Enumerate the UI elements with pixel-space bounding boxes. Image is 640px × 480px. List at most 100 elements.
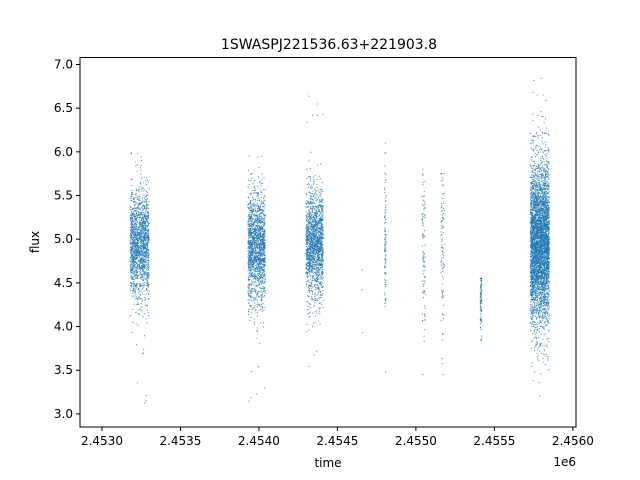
data-point <box>256 260 258 262</box>
data-point <box>148 242 150 244</box>
data-point <box>264 279 266 281</box>
data-point <box>137 240 139 242</box>
data-point <box>132 231 134 234</box>
data-point <box>316 236 319 238</box>
data-point <box>249 215 251 217</box>
data-point <box>256 261 259 263</box>
data-point <box>261 296 263 299</box>
data-point <box>316 272 318 274</box>
data-point <box>135 288 137 290</box>
data-point <box>148 276 150 278</box>
data-point <box>140 223 143 225</box>
data-point <box>305 203 308 205</box>
data-point <box>249 265 251 267</box>
data-point <box>248 285 251 287</box>
data-point <box>308 203 310 205</box>
data-point <box>133 215 135 217</box>
data-point <box>311 239 313 242</box>
data-point <box>311 205 313 207</box>
data-point <box>321 198 323 200</box>
data-point <box>307 176 310 178</box>
data-point <box>312 219 314 221</box>
data-point <box>262 287 264 290</box>
data-point <box>305 253 307 255</box>
data-point <box>308 292 310 294</box>
data-point <box>247 253 249 255</box>
data-point <box>255 217 257 219</box>
data-point <box>255 234 257 236</box>
data-point <box>142 264 144 266</box>
data-point <box>310 307 312 309</box>
data-point <box>130 213 132 215</box>
data-point <box>257 265 259 267</box>
data-point <box>313 228 315 230</box>
data-point <box>258 296 260 299</box>
data-point <box>248 286 251 288</box>
data-point <box>248 239 250 241</box>
data-point <box>261 235 263 237</box>
data-point <box>310 289 312 292</box>
data-point <box>250 220 252 222</box>
data-point <box>147 273 149 276</box>
data-point <box>262 201 264 203</box>
data-point <box>258 268 261 270</box>
data-point <box>140 290 142 292</box>
data-point <box>132 290 134 293</box>
data-point <box>312 253 314 255</box>
data-point <box>319 313 321 315</box>
data-point <box>144 234 146 236</box>
data-point <box>130 261 132 263</box>
data-point <box>130 195 132 197</box>
data-point <box>254 296 256 298</box>
data-point <box>319 302 321 304</box>
data-point <box>308 285 310 288</box>
data-point <box>255 211 257 213</box>
data-point <box>139 202 141 204</box>
data-point <box>313 232 315 235</box>
data-point <box>249 319 251 322</box>
data-point <box>144 265 146 268</box>
data-point <box>263 207 266 209</box>
data-point <box>134 273 136 276</box>
data-point <box>132 260 134 262</box>
data-point <box>316 310 318 312</box>
data-point <box>310 287 312 289</box>
data-point <box>144 231 147 233</box>
data-point <box>130 209 132 211</box>
data-point <box>141 228 143 230</box>
data-point <box>263 213 265 216</box>
data-point <box>314 245 316 247</box>
data-point <box>260 196 262 199</box>
data-point <box>263 263 265 265</box>
data-point <box>307 223 309 225</box>
data-point <box>250 275 253 277</box>
data-point <box>144 246 146 248</box>
data-point <box>133 213 135 215</box>
data-point <box>139 203 141 206</box>
data-point <box>133 303 135 305</box>
data-point <box>134 209 137 212</box>
data-point <box>311 291 313 293</box>
data-point <box>137 152 139 155</box>
data-point <box>309 167 311 170</box>
data-point <box>384 201 387 203</box>
data-point <box>315 247 317 249</box>
data-point <box>306 258 309 260</box>
data-point <box>250 247 253 250</box>
data-point <box>253 244 256 246</box>
data-point <box>257 234 259 236</box>
data-point <box>142 230 144 232</box>
data-point <box>130 266 132 269</box>
data-point <box>316 242 318 244</box>
data-point <box>137 207 139 210</box>
data-point <box>254 210 257 212</box>
data-point <box>129 243 132 245</box>
data-point <box>322 273 324 275</box>
data-point <box>261 269 263 271</box>
data-point <box>130 289 132 292</box>
data-point <box>260 236 262 238</box>
data-point <box>135 272 137 274</box>
data-point <box>147 272 149 274</box>
data-point <box>250 180 252 182</box>
data-point <box>133 234 135 236</box>
